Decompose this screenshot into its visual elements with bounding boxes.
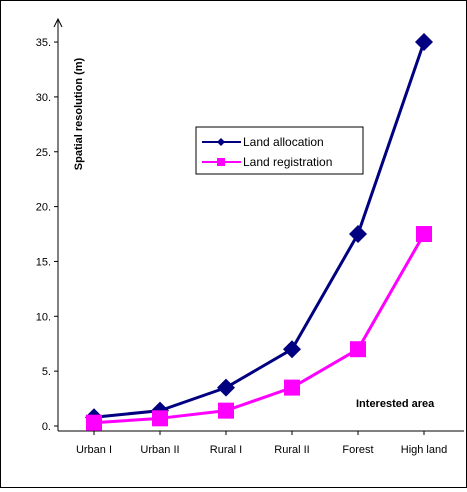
- x-ticks: Urban I Urban II Rural I Rural II Forest High…: [76, 431, 447, 456]
- legend-marker-land-allocation: [217, 138, 225, 146]
- legend-label-land-allocation: Land allocation: [243, 135, 324, 149]
- y-axis-title: Spatial resolution (m): [73, 57, 85, 170]
- x-tick-label: Forest: [342, 444, 373, 456]
- y-tick-label: 25.: [36, 147, 51, 159]
- legend: Land allocation Land registration: [195, 126, 364, 175]
- y-tick-label: 0.: [42, 421, 51, 433]
- y-tick-label: 35.: [36, 37, 51, 49]
- legend-label-land-registration: Land registration: [243, 155, 332, 169]
- data-point-land-registration: [86, 414, 102, 431]
- data-point-land-allocation: [349, 225, 367, 244]
- x-tick-label: Rural II: [274, 444, 309, 456]
- y-tick-label: 20.: [36, 202, 51, 214]
- data-point-land-registration: [284, 379, 300, 396]
- y-tick-label: 15.: [36, 256, 51, 268]
- y-tick-label: 5.: [42, 366, 51, 378]
- y-axis-arrow: [53, 17, 63, 28]
- data-point-land-registration: [416, 226, 432, 243]
- y-ticks: 0. 5. 10. 15. 20. 25. 30. 35.: [36, 37, 58, 433]
- series-land-registration: [86, 226, 432, 431]
- x-tick-label: Urban I: [76, 444, 112, 456]
- x-tick-label: Urban II: [140, 444, 179, 456]
- legend-box: [195, 126, 364, 175]
- y-tick-label: 10.: [36, 311, 51, 323]
- series-land-allocation: [85, 33, 433, 427]
- x-tick-label: High land: [401, 444, 447, 456]
- series-layer: [85, 33, 433, 431]
- axes: [53, 17, 464, 432]
- y-tick-label: 30.: [36, 92, 51, 104]
- x-tick-label: Rural I: [210, 444, 242, 456]
- data-point-land-registration: [350, 341, 366, 358]
- data-point-land-allocation: [415, 33, 433, 52]
- series-line-land-allocation: [93, 41, 426, 419]
- data-point-land-allocation: [217, 378, 235, 397]
- x-axis-title: Interested area: [356, 398, 435, 410]
- data-point-land-registration: [218, 402, 234, 419]
- legend-marker-land-registration: [217, 158, 225, 166]
- data-point-land-allocation: [283, 340, 301, 359]
- series-line-land-registration: [93, 233, 426, 425]
- data-point-land-registration: [152, 410, 168, 427]
